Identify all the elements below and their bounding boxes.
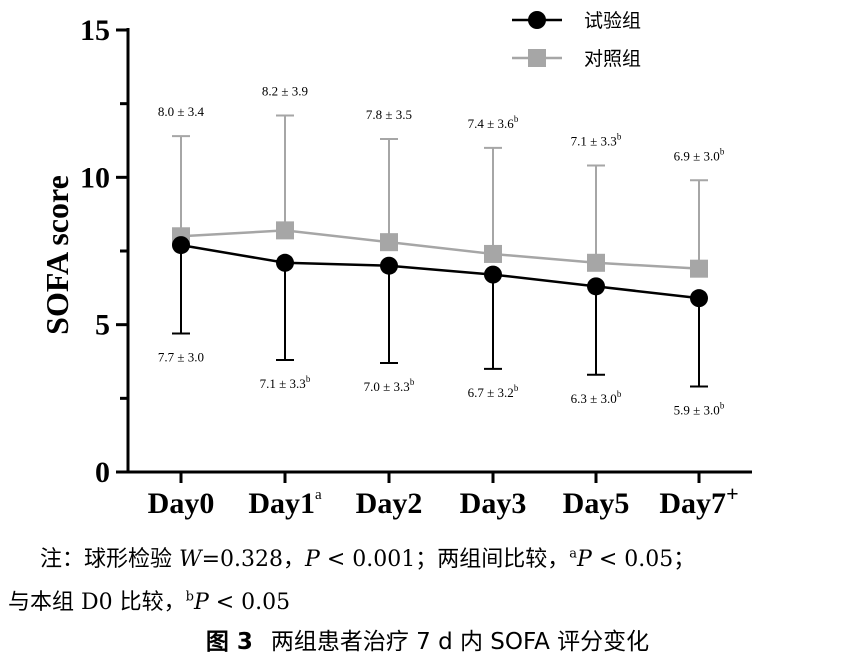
x-tick-label: Day5	[563, 487, 630, 520]
legend-item-control: 对照组	[512, 48, 641, 70]
data-label: 7.1 ± 3.3b	[571, 132, 622, 149]
footnote-p2-symbol: P	[577, 547, 592, 572]
series-line	[180, 229, 700, 270]
data-point-circle	[380, 256, 398, 275]
footnote-p3-symbol: P	[193, 590, 209, 615]
x-tick-label: Day1a	[248, 487, 322, 520]
data-label: 7.0 ± 3.3b	[364, 377, 415, 394]
x-tick-label: Day0	[148, 487, 215, 520]
data-point-square	[276, 221, 294, 240]
footnote-w-value: =0.328，	[201, 547, 306, 572]
figure-title: 两组患者治疗 7 d 内 SOFA 评分变化	[270, 629, 650, 655]
footnote-p-symbol: P	[305, 547, 320, 572]
footnote-p3-value: < 0.05	[208, 590, 291, 615]
y-axis-title: SOFA score	[39, 175, 75, 335]
data-point-square	[690, 259, 708, 278]
footnote-line-2: 与本组 D0 比较，bP < 0.05	[8, 584, 290, 616]
footnote-line-1: 注：球形检验 W=0.328，P < 0.001；两组间比较，aP < 0.05…	[40, 541, 695, 573]
footnote-p-value: < 0.001；两组间比较，	[319, 547, 570, 572]
data-point-circle	[587, 277, 605, 296]
x-tick-label: Day3	[460, 487, 527, 520]
series-control	[172, 114, 708, 278]
x-tick-label: Day7+	[659, 481, 738, 520]
data-label: 7.1 ± 3.3b	[260, 374, 311, 391]
footnote-sup-b: b	[185, 589, 194, 605]
figure-caption: 图 3 两组患者治疗 7 d 内 SOFA 评分变化	[0, 622, 855, 656]
data-point-square	[380, 233, 398, 252]
sofa-chart: 0 5 10 15 SOFA score Day0 Day1a Day2 Day3 Day5 Day…	[39, 10, 752, 520]
data-point-circle	[484, 265, 502, 284]
legend-label: 对照组	[584, 48, 641, 70]
x-tick-label: Day2	[356, 487, 423, 520]
data-label: 6.9 ± 3.0b	[674, 146, 725, 163]
y-tick-label: 5	[95, 309, 110, 342]
legend-marker-square	[528, 49, 546, 67]
data-label: 6.3 ± 3.0b	[571, 389, 622, 406]
data-label: 7.8 ± 3.5	[366, 107, 412, 122]
data-label: 7.4 ± 3.6b	[468, 114, 519, 131]
data-point-square	[587, 253, 605, 272]
footnote-p2-value: < 0.05；	[591, 547, 696, 572]
data-label: 8.0 ± 3.4	[158, 104, 205, 119]
data-point-circle	[172, 236, 190, 255]
y-tick-label: 0	[95, 456, 110, 489]
legend-label: 试验组	[584, 10, 641, 32]
data-label: 6.7 ± 3.2b	[468, 383, 519, 400]
data-point-circle	[276, 253, 294, 272]
y-tick-label: 10	[80, 161, 110, 194]
footnote-d0-text: 与本组 D0 比较，	[8, 590, 186, 615]
footnote-sup-a: a	[569, 546, 578, 562]
legend-marker-circle	[528, 11, 546, 29]
data-label: 8.2 ± 3.9	[262, 83, 308, 98]
data-point-circle	[690, 289, 708, 308]
data-label: 7.7 ± 3.0	[158, 350, 204, 365]
series-line	[180, 243, 700, 300]
figure-number: 图 3	[205, 629, 253, 655]
chart-data-labels: 7.7 ± 3.0 7.1 ± 3.3b 7.0 ± 3.3b 6.7 ± 3.2b 6…	[158, 83, 725, 417]
footnote-w-symbol: W	[179, 547, 202, 572]
legend-item-treatment: 试验组	[512, 10, 641, 32]
y-tick-label: 15	[80, 14, 110, 47]
chart-axes: 0 5 10 15 SOFA score Day0 Day1a Day2 Day3 Day5 Day…	[39, 14, 752, 520]
data-point-square	[484, 244, 502, 263]
series-treatment	[172, 236, 708, 388]
chart-series	[172, 114, 708, 388]
data-label: 5.9 ± 3.0b	[674, 401, 725, 418]
footnote-test-text: 注：球形检验	[40, 547, 179, 572]
